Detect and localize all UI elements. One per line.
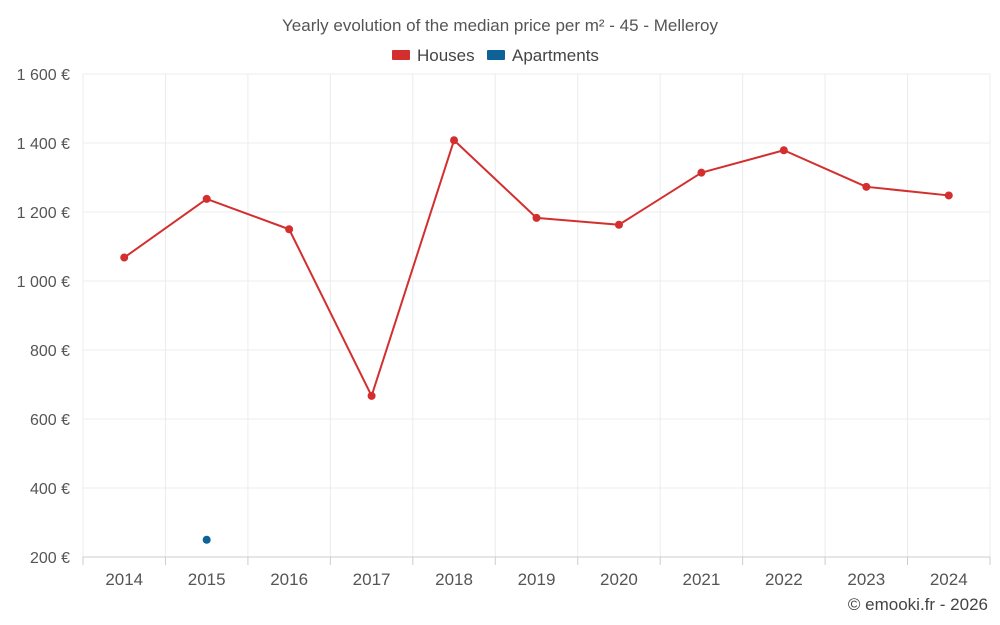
x-tick-label: 2024 [930,570,968,589]
y-tick-label: 1 200 € [17,205,70,222]
data-point-houses[interactable] [862,182,871,191]
chart-title: Yearly evolution of the median price per… [282,16,718,35]
y-tick-label: 400 € [30,481,70,498]
legend-item-houses[interactable]: Houses [392,46,475,65]
axes [82,556,991,565]
data-point-houses[interactable] [532,213,541,222]
y-tick-label: 600 € [30,412,70,429]
legend: Houses Apartments [392,46,599,65]
y-tick-label: 1 600 € [17,67,70,84]
legend-label-apartments: Apartments [512,46,599,65]
data-point-houses[interactable] [367,391,376,400]
x-tick-label: 2017 [353,570,391,589]
data-point-houses[interactable] [697,168,706,177]
y-axis-ticks: 200 € 400 € 600 € 800 € 1 000 € 1 200 € 1 400 … [17,67,70,567]
legend-item-apartments[interactable]: Apartments [487,46,599,65]
data-point-apartments[interactable] [202,535,211,544]
x-tick-label: 2019 [518,570,556,589]
x-tick-label: 2020 [600,570,638,589]
x-tick-label: 2014 [105,570,143,589]
gridlines [82,73,991,557]
x-tick-label: 2021 [682,570,720,589]
legend-swatch-houses [392,50,410,60]
x-axis-ticks: 2014 2015 2016 2017 2018 2019 2020 2021 2022 2023… [105,570,967,589]
data-point-houses[interactable] [285,225,294,234]
credit-text: © emooki.fr - 2026 [848,595,988,614]
data-point-houses[interactable] [202,194,211,203]
legend-label-houses: Houses [417,46,475,65]
x-tick-label: 2022 [765,570,803,589]
data-point-houses[interactable] [779,146,788,155]
y-tick-label: 800 € [30,343,70,360]
x-tick-label: 2018 [435,570,473,589]
data-point-houses[interactable] [120,253,129,262]
y-tick-label: 1 400 € [17,136,70,153]
x-tick-label: 2023 [847,570,885,589]
x-tick-label: 2016 [270,570,308,589]
y-tick-label: 200 € [30,550,70,567]
legend-swatch-apartments [487,50,505,60]
data-point-houses[interactable] [944,191,953,200]
data-point-houses[interactable] [450,136,459,145]
data-point-houses[interactable] [614,220,623,229]
x-tick-label: 2015 [188,570,226,589]
series [120,136,953,544]
y-tick-label: 1 000 € [17,274,70,291]
